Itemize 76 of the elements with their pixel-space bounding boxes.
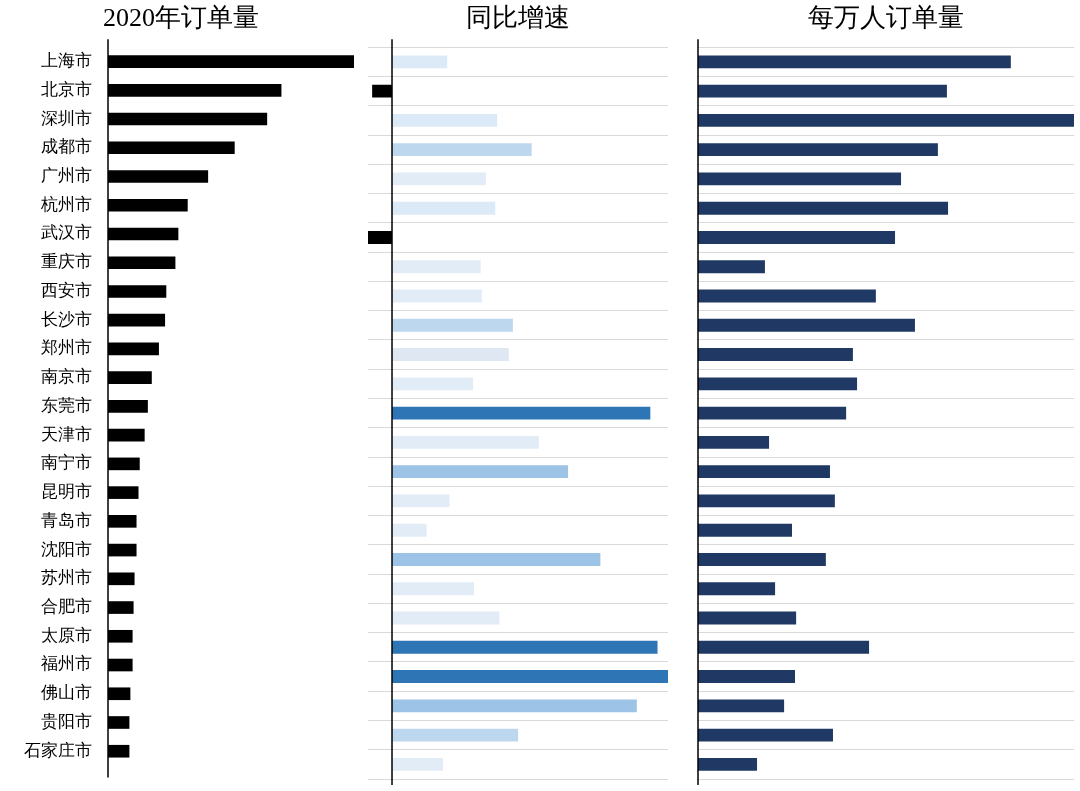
bar (392, 611, 500, 625)
y-tick-label: 石家庄市 (24, 740, 92, 760)
y-tick-label: 杭州市 (40, 194, 92, 214)
bar (392, 699, 637, 713)
bar (698, 318, 915, 332)
bar (392, 260, 481, 274)
bar (698, 728, 833, 742)
bar (392, 465, 569, 479)
bar (698, 84, 947, 98)
bar (392, 172, 486, 186)
bar (698, 582, 776, 596)
bar (698, 435, 770, 449)
y-tick-label: 东莞市 (41, 395, 92, 415)
bar (392, 523, 427, 537)
bar (392, 377, 474, 391)
bar (392, 553, 601, 566)
bar (698, 670, 796, 683)
y-tick-label: 天津市 (41, 424, 92, 444)
y-tick-label: 南京市 (41, 367, 92, 387)
bar (392, 757, 444, 771)
y-tick-label: 福州市 (41, 654, 92, 674)
y-tick-label: 广州市 (41, 165, 92, 185)
bar (392, 435, 539, 449)
bar (698, 553, 826, 566)
bar (698, 348, 853, 361)
y-tick-label: 重庆市 (41, 252, 92, 272)
bar (392, 582, 474, 596)
bar (698, 523, 792, 537)
bar (698, 406, 847, 420)
bar (392, 670, 668, 683)
chart-title: 2020年订单量 (103, 3, 259, 33)
bar (392, 728, 519, 742)
bar (698, 201, 949, 215)
y-tick-label: 成都市 (41, 137, 92, 157)
y-tick-label: 昆明市 (41, 482, 92, 502)
bar (392, 201, 496, 215)
bar (392, 143, 532, 157)
chart-title: 每万人订单量 (808, 3, 964, 33)
bar (698, 55, 1011, 69)
y-tick-label: 北京市 (41, 79, 92, 99)
bar (698, 260, 765, 274)
y-tick-label: 青岛市 (41, 510, 92, 530)
bar (392, 289, 482, 303)
bar (392, 113, 498, 127)
y-tick-label: 郑州市 (41, 338, 92, 358)
y-tick-label: 西安市 (41, 280, 92, 300)
bar (698, 143, 938, 157)
bar (698, 113, 1074, 127)
bar (392, 406, 651, 420)
y-tick-label: 贵阳市 (41, 711, 92, 731)
bar (392, 494, 450, 508)
bar (698, 465, 830, 479)
bar (698, 699, 785, 713)
y-tick-label: 长沙市 (41, 309, 92, 329)
y-tick-label: 佛山市 (41, 683, 92, 703)
bar (698, 289, 876, 303)
bar (698, 611, 797, 625)
bar (392, 640, 658, 654)
y-tick-label: 太原市 (41, 625, 92, 645)
y-tick-label: 南宁市 (41, 453, 92, 473)
y-tick-label: 合肥市 (41, 597, 92, 617)
chart-title: 同比增速 (466, 3, 570, 33)
y-tick-label: 深圳市 (41, 108, 92, 128)
y-tick-label: 武汉市 (41, 223, 92, 243)
bar (698, 640, 870, 654)
bar (392, 55, 448, 69)
bar (392, 318, 513, 332)
y-tick-label: 苏州市 (41, 568, 92, 588)
bar (698, 377, 858, 391)
bar (698, 172, 902, 186)
y-tick-label: 上海市 (41, 51, 92, 71)
bar (698, 231, 896, 244)
bar (698, 757, 758, 771)
y-tick-label: 沈阳市 (41, 539, 92, 559)
bar (698, 494, 835, 508)
bar (392, 348, 509, 361)
